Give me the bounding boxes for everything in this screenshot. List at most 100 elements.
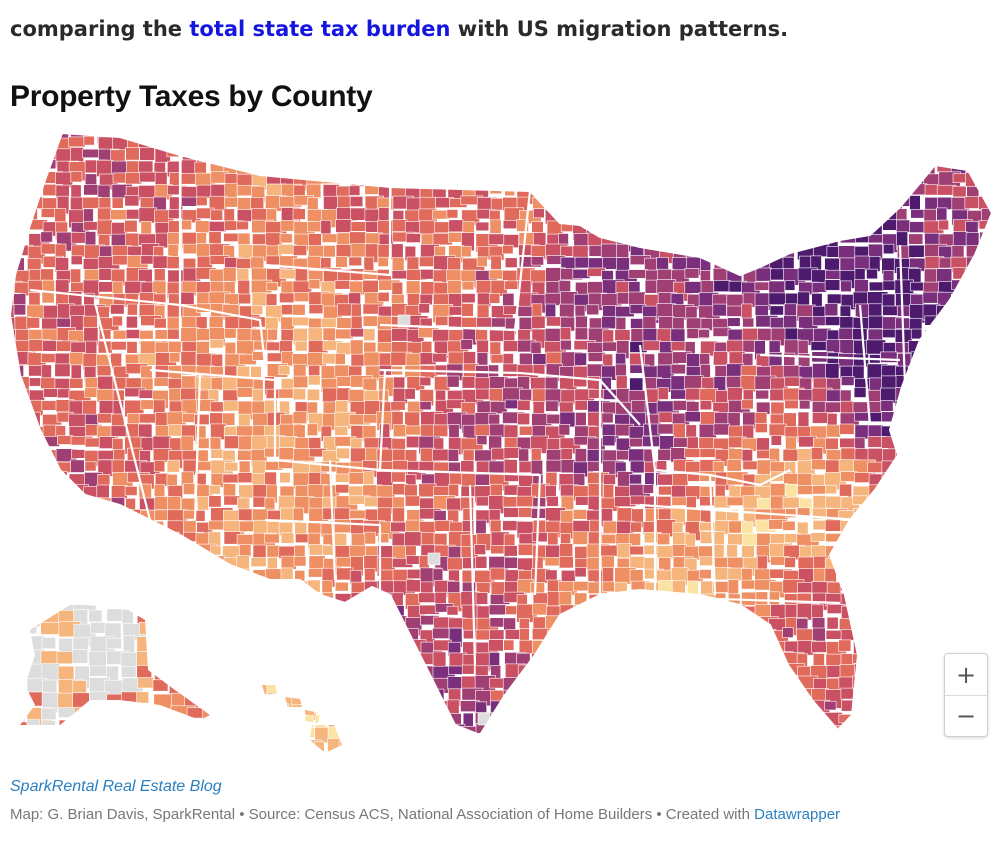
county-tile[interactable]	[138, 543, 161, 555]
county-tile[interactable]	[615, 664, 629, 679]
county-tile[interactable]	[461, 172, 483, 189]
county-tile[interactable]	[852, 592, 867, 604]
county-tile[interactable]	[629, 651, 643, 667]
county-tile[interactable]	[838, 545, 856, 555]
county-tile[interactable]	[911, 414, 931, 434]
county-tile[interactable]	[390, 148, 403, 159]
county-tile[interactable]	[251, 137, 273, 155]
county-tile[interactable]	[601, 412, 614, 424]
county-tile[interactable]	[265, 591, 279, 608]
county-tile[interactable]	[350, 687, 364, 705]
county-tile[interactable]	[742, 724, 758, 736]
county-tile[interactable]	[656, 664, 680, 681]
county-tile[interactable]	[54, 532, 67, 544]
county-tile[interactable]	[925, 400, 936, 420]
county-tile[interactable]	[502, 496, 519, 508]
county-tile[interactable]	[824, 279, 841, 291]
county-tile[interactable]	[127, 750, 149, 755]
county-tile[interactable]	[0, 750, 22, 755]
county-tile[interactable]	[236, 713, 249, 729]
county-tile[interactable]	[447, 172, 470, 190]
county-tile[interactable]	[98, 555, 110, 570]
county-tile[interactable]	[630, 197, 649, 215]
county-tile[interactable]	[615, 183, 627, 200]
county-tile[interactable]	[909, 627, 927, 637]
county-tile[interactable]	[335, 219, 352, 233]
county-tile[interactable]	[42, 472, 56, 484]
county-tile[interactable]	[558, 173, 574, 193]
county-tile[interactable]	[1, 508, 16, 524]
county-tile[interactable]	[910, 461, 933, 476]
county-tile[interactable]	[0, 126, 13, 138]
county-tile[interactable]	[922, 520, 939, 537]
county-tile[interactable]	[14, 171, 28, 183]
county-tile[interactable]	[166, 712, 178, 729]
county-tile[interactable]	[994, 522, 1000, 536]
county-tile[interactable]	[783, 196, 802, 215]
county-tile[interactable]	[894, 485, 906, 495]
county-tile[interactable]	[266, 679, 283, 698]
county-tile[interactable]	[670, 677, 689, 693]
county-tile[interactable]	[138, 532, 150, 551]
county-tile[interactable]	[69, 352, 86, 366]
county-tile[interactable]	[55, 579, 79, 593]
county-tile[interactable]	[195, 737, 206, 752]
county-tile[interactable]	[838, 147, 855, 168]
county-tile[interactable]	[840, 531, 857, 547]
county-tile[interactable]	[740, 136, 754, 154]
county-tile[interactable]	[726, 339, 745, 353]
county-tile[interactable]	[952, 305, 971, 325]
county-tile[interactable]	[895, 664, 913, 678]
county-tile[interactable]	[42, 484, 55, 500]
county-tile[interactable]	[279, 233, 293, 244]
county-tile[interactable]	[208, 138, 222, 155]
county-tile[interactable]	[994, 642, 1000, 660]
county-tile[interactable]	[238, 137, 254, 152]
county-tile[interactable]	[799, 399, 811, 410]
county-tile[interactable]	[980, 125, 1000, 137]
county-tile[interactable]	[83, 738, 99, 748]
county-tile[interactable]	[517, 412, 531, 426]
county-tile[interactable]	[824, 700, 837, 711]
county-tile[interactable]	[267, 328, 278, 341]
county-tile[interactable]	[1, 592, 23, 611]
county-tile[interactable]	[894, 618, 918, 638]
county-tile[interactable]	[224, 126, 237, 144]
county-tile[interactable]	[489, 736, 501, 748]
county-tile[interactable]	[339, 681, 353, 697]
county-tile[interactable]	[222, 581, 236, 592]
county-tile[interactable]	[321, 665, 341, 682]
county-tile[interactable]	[628, 208, 643, 223]
county-tile[interactable]	[546, 689, 561, 700]
county-tile[interactable]	[995, 472, 1000, 488]
county-tile[interactable]	[448, 125, 468, 138]
county-tile[interactable]	[883, 640, 899, 661]
county-tile[interactable]	[70, 364, 82, 380]
county-tile[interactable]	[908, 159, 924, 176]
county-tile[interactable]	[854, 603, 869, 615]
county-tile[interactable]	[320, 317, 337, 328]
county-tile[interactable]	[209, 724, 232, 739]
county-tile[interactable]	[756, 700, 770, 712]
county-tile[interactable]	[292, 711, 306, 726]
county-tile[interactable]	[993, 664, 1000, 682]
county-tile[interactable]	[965, 281, 986, 300]
county-tile[interactable]	[896, 533, 919, 549]
county-tile[interactable]	[895, 689, 911, 702]
county-tile[interactable]	[965, 520, 980, 537]
county-tile[interactable]	[208, 495, 222, 508]
county-tile[interactable]	[589, 651, 608, 664]
county-tile[interactable]	[939, 615, 958, 630]
county-tile[interactable]	[182, 653, 197, 667]
zoom-in-button[interactable]: +	[945, 654, 987, 695]
county-tile[interactable]	[994, 426, 1000, 442]
county-tile[interactable]	[726, 459, 742, 472]
county-tile[interactable]	[616, 257, 630, 271]
county-tile[interactable]	[211, 640, 224, 658]
county-tile[interactable]	[854, 711, 866, 723]
county-tile[interactable]	[909, 447, 925, 465]
county-tile[interactable]	[447, 750, 463, 755]
county-tile[interactable]	[404, 484, 418, 498]
county-tile[interactable]	[910, 281, 925, 292]
county-tile[interactable]	[572, 126, 591, 143]
